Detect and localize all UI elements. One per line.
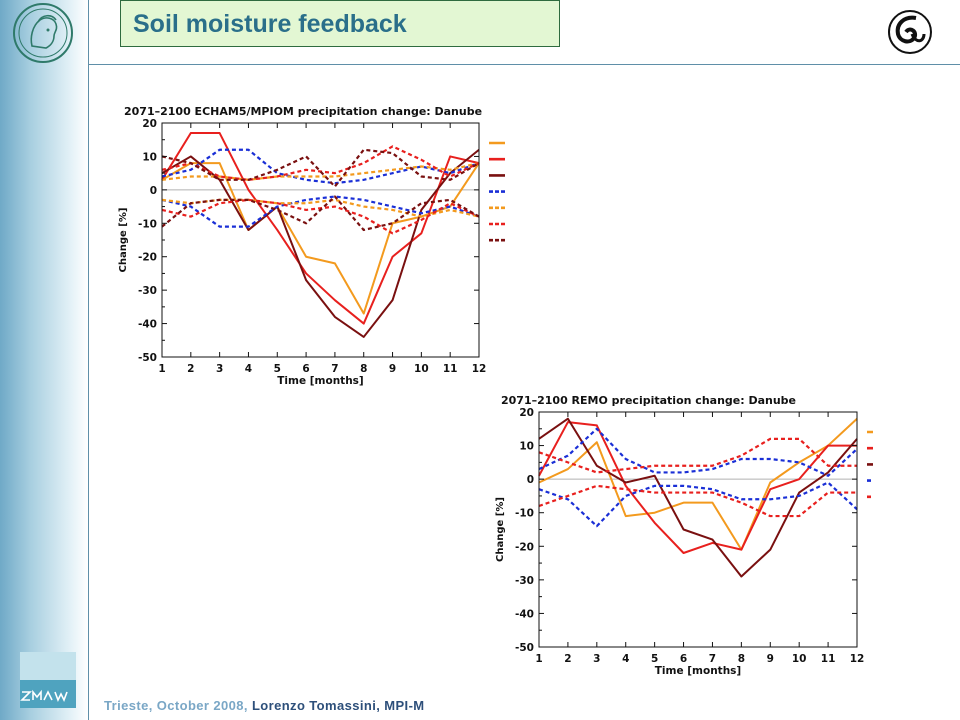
x-tick-label: 3 bbox=[593, 653, 600, 665]
x-tick-label: 10 bbox=[792, 653, 807, 665]
x-tick-label: 12 bbox=[850, 653, 865, 665]
y-tick-label: -10 bbox=[515, 508, 534, 520]
series-line-std-a1b bbox=[161, 145, 480, 181]
page-title: Soil moisture feedback bbox=[133, 10, 407, 38]
series-line-std-a1b bbox=[538, 437, 857, 474]
series-line-b1 bbox=[538, 417, 858, 551]
x-tick-label: 9 bbox=[767, 653, 774, 665]
y-tick-label: -30 bbox=[138, 285, 157, 297]
series-line-a1b bbox=[161, 132, 480, 325]
y-tick-label: 0 bbox=[150, 185, 157, 197]
x-tick-label: 1 bbox=[158, 363, 165, 375]
series-line-b1 bbox=[161, 162, 480, 315]
x-tick-label: 8 bbox=[738, 653, 745, 665]
remo-precip-chart: 2071–2100 REMO precipitation change: Dan… bbox=[488, 383, 928, 693]
x-tick-label: 11 bbox=[821, 653, 836, 665]
series-line-a2 bbox=[538, 417, 858, 578]
y-axis-label: Change [%] bbox=[495, 497, 506, 562]
x-tick-label: 7 bbox=[331, 363, 338, 375]
x-tick-label: 5 bbox=[651, 653, 658, 665]
series-line-a1b bbox=[538, 421, 857, 554]
y-tick-label: -40 bbox=[515, 608, 534, 620]
series-line-std-lower-7 bbox=[161, 195, 480, 228]
y-tick-label: -50 bbox=[515, 642, 534, 654]
series-line-std-a2 bbox=[161, 148, 480, 188]
footer-credit: Trieste, October 2008, Lorenzo Tomassini… bbox=[104, 698, 425, 713]
mpg-minerva-icon bbox=[13, 3, 73, 63]
footer-author: Lorenzo Tomassini, MPI-M bbox=[251, 698, 425, 713]
x-tick-label: 1 bbox=[535, 653, 542, 665]
sidebar-divider bbox=[88, 0, 89, 720]
y-tick-label: 10 bbox=[142, 151, 157, 163]
x-tick-label: 5 bbox=[274, 363, 281, 375]
left-gradient-sidebar bbox=[0, 0, 88, 720]
x-tick-label: 2 bbox=[564, 653, 571, 665]
x-tick-label: 9 bbox=[389, 363, 396, 375]
y-tick-label: -10 bbox=[138, 218, 157, 230]
y-axis-label: Change [%] bbox=[118, 208, 129, 273]
y-tick-label: -50 bbox=[138, 352, 157, 364]
x-axis-label: Time [months] bbox=[277, 375, 363, 387]
x-tick-label: 4 bbox=[622, 653, 629, 665]
institute-logo-icon bbox=[888, 10, 932, 54]
x-tick-label: 8 bbox=[360, 363, 367, 375]
y-tick-label: -20 bbox=[138, 252, 157, 264]
series-line-std-lower-6 bbox=[538, 484, 857, 518]
x-tick-label: 12 bbox=[472, 363, 487, 375]
y-tick-label: 0 bbox=[527, 474, 534, 486]
zmaw-logo-icon bbox=[20, 652, 76, 708]
x-tick-label: 3 bbox=[216, 363, 223, 375]
series-line-std-lower-10 bbox=[161, 195, 480, 232]
chart-title: 2071–2100 REMO precipitation change: Dan… bbox=[501, 394, 796, 407]
y-tick-label: -40 bbox=[138, 319, 157, 331]
x-tick-label: 6 bbox=[680, 653, 687, 665]
x-tick-label: 10 bbox=[414, 363, 429, 375]
series-line-std-lower-5 bbox=[538, 481, 858, 528]
x-tick-label: 7 bbox=[709, 653, 716, 665]
footer-event: Trieste, October 2008, bbox=[104, 698, 252, 713]
y-tick-label: -20 bbox=[515, 541, 534, 553]
x-tick-label: 6 bbox=[302, 363, 309, 375]
series-line-std-con bbox=[161, 148, 480, 185]
series-line-std-lower-9 bbox=[161, 198, 480, 235]
x-tick-label: 4 bbox=[245, 363, 252, 375]
y-tick-label: -30 bbox=[515, 575, 534, 587]
echam-chart-svg: 2071–2100 ECHAM5/MPIOM precipitation cha… bbox=[118, 105, 550, 387]
x-axis-label: Time [months] bbox=[655, 665, 741, 677]
header-divider bbox=[88, 64, 960, 65]
series-line-std-lower-8 bbox=[161, 198, 480, 218]
remo-chart-svg: 2071–2100 REMO precipitation change: Dan… bbox=[495, 394, 928, 677]
series-line-std-con bbox=[538, 427, 858, 477]
echam-precip-chart: 2071–2100 ECHAM5/MPIOM precipitation cha… bbox=[115, 95, 550, 400]
chart-title: 2071–2100 ECHAM5/MPIOM precipitation cha… bbox=[124, 105, 482, 118]
x-tick-label: 11 bbox=[443, 363, 458, 375]
y-tick-label: 20 bbox=[519, 407, 534, 419]
title-box: Soil moisture feedback bbox=[120, 0, 560, 47]
x-tick-label: 2 bbox=[187, 363, 194, 375]
y-tick-label: 10 bbox=[519, 441, 534, 453]
y-tick-label: 20 bbox=[142, 118, 157, 130]
